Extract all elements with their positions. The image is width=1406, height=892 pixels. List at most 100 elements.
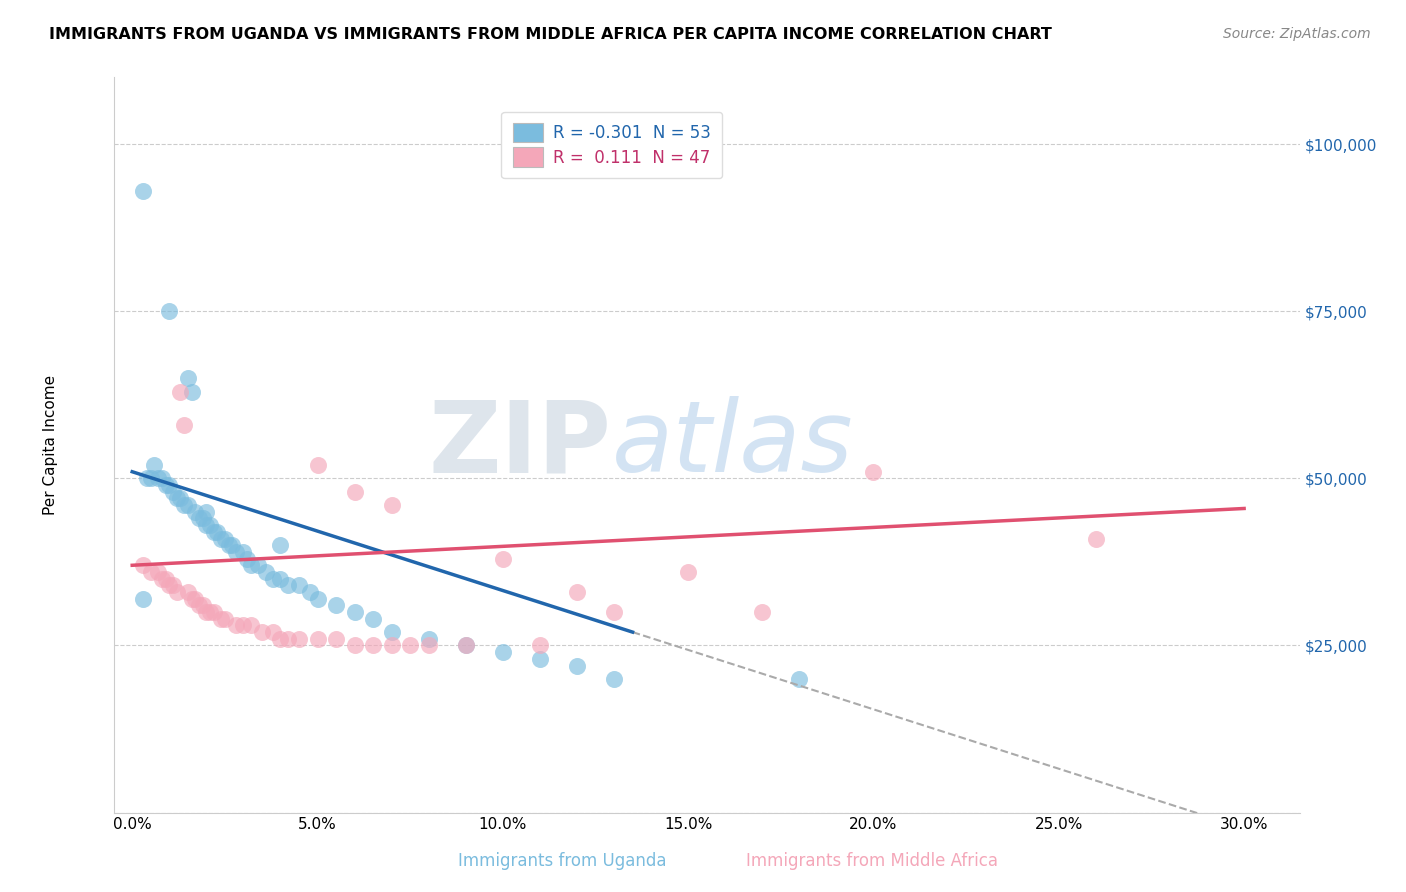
Point bbox=[195, 505, 218, 519]
Point bbox=[155, 478, 177, 492]
Point bbox=[236, 551, 259, 566]
Point bbox=[195, 605, 218, 619]
Point bbox=[529, 652, 551, 666]
Point bbox=[254, 565, 277, 579]
Point bbox=[277, 578, 299, 592]
Point bbox=[603, 605, 626, 619]
Point bbox=[225, 545, 247, 559]
Point bbox=[202, 605, 225, 619]
Point bbox=[191, 511, 214, 525]
Point bbox=[214, 532, 236, 546]
Point bbox=[173, 498, 195, 512]
Point bbox=[157, 304, 180, 318]
Point bbox=[184, 591, 207, 606]
Point bbox=[162, 484, 184, 499]
Point bbox=[307, 458, 329, 472]
Text: atlas: atlas bbox=[612, 396, 853, 493]
Point bbox=[232, 618, 254, 632]
Point bbox=[198, 605, 221, 619]
Point bbox=[325, 599, 347, 613]
Point bbox=[565, 658, 588, 673]
Point bbox=[862, 465, 884, 479]
Point bbox=[155, 572, 177, 586]
Point bbox=[132, 184, 155, 198]
Text: Source: ZipAtlas.com: Source: ZipAtlas.com bbox=[1223, 27, 1371, 41]
Point bbox=[325, 632, 347, 646]
Point bbox=[195, 518, 218, 533]
Point bbox=[399, 639, 422, 653]
Point bbox=[218, 538, 240, 552]
Point bbox=[239, 558, 262, 573]
Point bbox=[262, 572, 284, 586]
Point bbox=[269, 572, 291, 586]
Y-axis label: Per Capita Income: Per Capita Income bbox=[44, 375, 58, 515]
Point bbox=[418, 632, 440, 646]
Point bbox=[173, 417, 195, 432]
Point bbox=[751, 605, 773, 619]
Point bbox=[157, 478, 180, 492]
Point bbox=[191, 599, 214, 613]
Point bbox=[150, 572, 173, 586]
Point bbox=[277, 632, 299, 646]
Point bbox=[492, 645, 515, 659]
Text: Immigrants from Uganda: Immigrants from Uganda bbox=[458, 852, 666, 870]
Point bbox=[269, 632, 291, 646]
Point bbox=[132, 591, 155, 606]
Point bbox=[307, 591, 329, 606]
Point bbox=[166, 491, 188, 506]
Point bbox=[565, 585, 588, 599]
Point bbox=[454, 639, 477, 653]
Point bbox=[454, 639, 477, 653]
Point bbox=[177, 585, 200, 599]
Text: Immigrants from Middle Africa: Immigrants from Middle Africa bbox=[745, 852, 998, 870]
Point bbox=[169, 491, 191, 506]
Point bbox=[299, 585, 322, 599]
Point bbox=[169, 384, 191, 399]
Point bbox=[136, 471, 159, 485]
Point bbox=[162, 578, 184, 592]
Point bbox=[269, 538, 291, 552]
Point bbox=[361, 612, 384, 626]
Point bbox=[529, 639, 551, 653]
Point bbox=[225, 618, 247, 632]
Point bbox=[789, 672, 811, 686]
Point bbox=[343, 605, 366, 619]
Legend: R = -0.301  N = 53, R =  0.111  N = 47: R = -0.301 N = 53, R = 0.111 N = 47 bbox=[501, 112, 723, 178]
Point bbox=[418, 639, 440, 653]
Point bbox=[288, 578, 311, 592]
Point bbox=[187, 599, 209, 613]
Point bbox=[209, 532, 232, 546]
Point bbox=[381, 639, 404, 653]
Point bbox=[262, 625, 284, 640]
Point bbox=[250, 625, 273, 640]
Point bbox=[150, 471, 173, 485]
Point bbox=[139, 471, 162, 485]
Point bbox=[132, 558, 155, 573]
Point bbox=[343, 639, 366, 653]
Text: ZIP: ZIP bbox=[429, 396, 612, 493]
Point bbox=[603, 672, 626, 686]
Point bbox=[180, 384, 202, 399]
Point bbox=[177, 371, 200, 385]
Point bbox=[361, 639, 384, 653]
Point bbox=[381, 498, 404, 512]
Point bbox=[381, 625, 404, 640]
Point bbox=[187, 511, 209, 525]
Point bbox=[157, 578, 180, 592]
Point bbox=[343, 484, 366, 499]
Point bbox=[239, 618, 262, 632]
Point bbox=[177, 498, 200, 512]
Point bbox=[288, 632, 311, 646]
Point bbox=[198, 518, 221, 533]
Point bbox=[202, 524, 225, 539]
Text: IMMIGRANTS FROM UGANDA VS IMMIGRANTS FROM MIDDLE AFRICA PER CAPITA INCOME CORREL: IMMIGRANTS FROM UGANDA VS IMMIGRANTS FRO… bbox=[49, 27, 1052, 42]
Point bbox=[676, 565, 699, 579]
Point bbox=[1084, 532, 1107, 546]
Point bbox=[180, 591, 202, 606]
Point bbox=[221, 538, 243, 552]
Point bbox=[247, 558, 270, 573]
Point bbox=[184, 505, 207, 519]
Point bbox=[146, 471, 169, 485]
Point bbox=[492, 551, 515, 566]
Point bbox=[232, 545, 254, 559]
